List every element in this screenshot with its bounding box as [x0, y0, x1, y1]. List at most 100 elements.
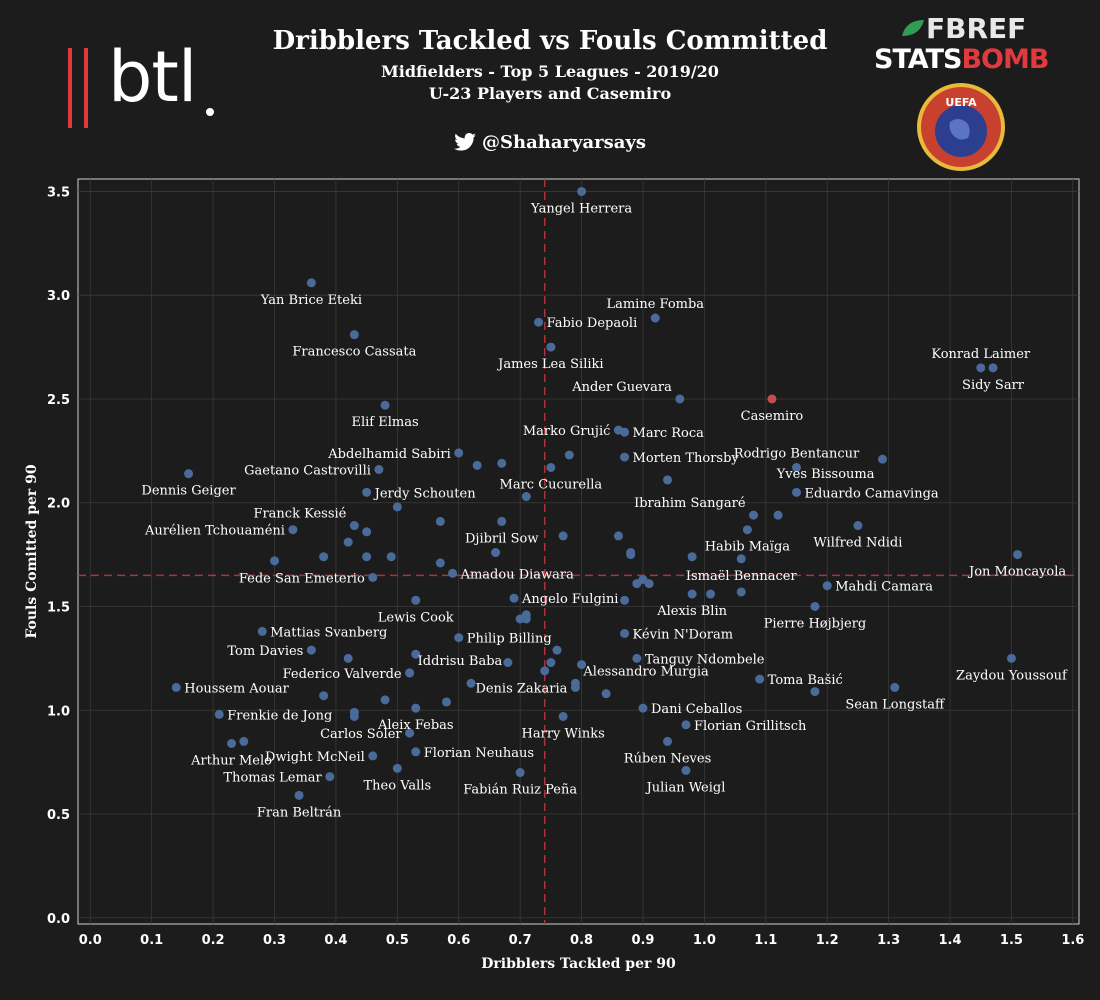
scatter-point — [620, 628, 630, 638]
point-label: Franck Kessié — [253, 507, 346, 522]
scatter-point — [448, 568, 458, 578]
x-tick-label: 0.9 — [631, 933, 654, 948]
point-labels: Yangel Herrera Yan Brice Eteki Lamine Fomb… — [141, 201, 1068, 820]
scatter-point — [675, 394, 685, 404]
x-tick-label: 0.2 — [202, 933, 225, 948]
scatter-point — [521, 610, 531, 620]
point-label: Lewis Cook — [378, 610, 454, 625]
scatter-point — [368, 751, 378, 761]
point-label: Amadou Diawara — [460, 567, 575, 582]
x-tick-label: 1.6 — [1061, 933, 1084, 948]
point-label: Marc Roca — [633, 426, 705, 441]
scatter-point — [577, 660, 587, 670]
scatter-point — [184, 469, 194, 479]
uefa-emblem-icon: UEFA — [917, 83, 1005, 171]
scatter-point — [650, 313, 660, 323]
x-tick-label: 1.3 — [877, 933, 900, 948]
x-tick-label: 0.8 — [570, 933, 593, 948]
point-label: Carlos Soler — [320, 727, 402, 742]
x-tick-label: 1.0 — [693, 933, 716, 948]
scatter-point — [497, 458, 507, 468]
point-label: Fabio Depaoli — [547, 316, 638, 331]
point-label: Fabián Ruiz Peña — [463, 783, 577, 798]
statsbomb-logo-a: STATS — [874, 44, 962, 75]
point-label: Habib Maïga — [705, 540, 791, 555]
y-tick-label: 2.5 — [47, 393, 70, 408]
point-label: Kévin N'Doram — [633, 627, 734, 642]
point-label: Harry Winks — [522, 726, 605, 741]
scatter-point — [239, 736, 249, 746]
scatter-point — [663, 475, 673, 485]
y-tick-label: 2.0 — [47, 497, 70, 512]
point-label: Sidy Sarr — [962, 378, 1025, 393]
x-tick-label: 1.4 — [939, 933, 962, 948]
scatter-point — [644, 579, 654, 589]
point-label: Zaydou Youssouf — [956, 668, 1068, 683]
scatter-point — [454, 448, 464, 458]
scatter-point — [362, 527, 372, 537]
point-label: Dwight McNeil — [265, 750, 365, 765]
scatter-point — [497, 516, 507, 526]
uefa-logo: UEFA — [916, 82, 1006, 172]
point-label: Arthur Melo — [190, 753, 272, 768]
point-label: Florian Grillitsch — [694, 719, 807, 734]
twitter-bird-icon — [454, 133, 476, 151]
fbref-logo-text: FBREF — [926, 12, 1027, 45]
point-label: Tanguy Ndombele — [645, 652, 765, 667]
point-label: Pierre Højbjerg — [764, 616, 867, 631]
y-tick-label: 0.0 — [47, 912, 70, 927]
scatter-point — [534, 317, 544, 327]
scatter-point — [626, 550, 636, 560]
scatter-point — [288, 525, 298, 535]
scatter-point — [792, 487, 802, 497]
scatter-point — [441, 697, 451, 707]
scatter-point — [319, 552, 329, 562]
scatter-point — [270, 556, 280, 566]
point-label: Thomas Lemar — [223, 771, 322, 786]
scatter-point — [257, 626, 267, 636]
scatter-point — [374, 465, 384, 475]
mean-lines — [78, 179, 1079, 924]
scatter-point — [411, 595, 421, 605]
point-label: Elif Elmas — [351, 415, 418, 430]
scatter-point — [472, 460, 482, 470]
x-tick-label: 1.1 — [754, 933, 777, 948]
point-label: Fede San Emeterio — [239, 571, 365, 586]
btl-logo — [68, 40, 228, 130]
x-tick-label: 0.7 — [509, 933, 532, 948]
point-label: Alexis Blin — [656, 604, 727, 619]
scatter-point — [392, 763, 402, 773]
scatter-point — [1013, 550, 1023, 560]
fbref-leaf-icon — [902, 20, 924, 36]
point-label: Jerdy Schouten — [373, 486, 477, 501]
point-label: James Lea Siliki — [496, 357, 603, 372]
scatter-point — [405, 728, 415, 738]
y-tick-label: 1.5 — [47, 600, 70, 615]
y-tick-label: 3.5 — [47, 185, 70, 200]
scatter-point — [515, 768, 525, 778]
scatter-point — [706, 589, 716, 599]
scatter-point — [773, 510, 783, 520]
point-label: Ibrahim Sangaré — [634, 496, 746, 511]
point-label: Ismaël Bennacer — [686, 569, 798, 584]
chart-subtitle-2: U-23 Players and Casemiro — [428, 84, 672, 103]
scatter-point — [466, 678, 476, 688]
point-label: Konrad Laimer — [931, 347, 1031, 362]
x-tick-label: 0.4 — [324, 933, 347, 948]
scatter-point — [822, 581, 832, 591]
point-label: Fran Beltrán — [257, 805, 342, 820]
scatter-point — [687, 552, 697, 562]
scatter-point — [411, 703, 421, 713]
x-tick-label: 1.2 — [816, 933, 839, 948]
statsbomb-logo: STATSBOMB — [874, 44, 1049, 75]
y-tick-label: 0.5 — [47, 808, 70, 823]
scatter-point — [736, 587, 746, 597]
twitter-handle: @Shaharyarsays — [0, 132, 1100, 153]
point-label: Yangel Herrera — [530, 201, 632, 216]
x-tick-label: 0.6 — [447, 933, 470, 948]
scatter-point — [976, 363, 986, 373]
scatter-point — [601, 689, 611, 699]
scatter-point — [736, 554, 746, 564]
btl-bars-icon — [68, 48, 214, 128]
scatter-point — [632, 653, 642, 663]
